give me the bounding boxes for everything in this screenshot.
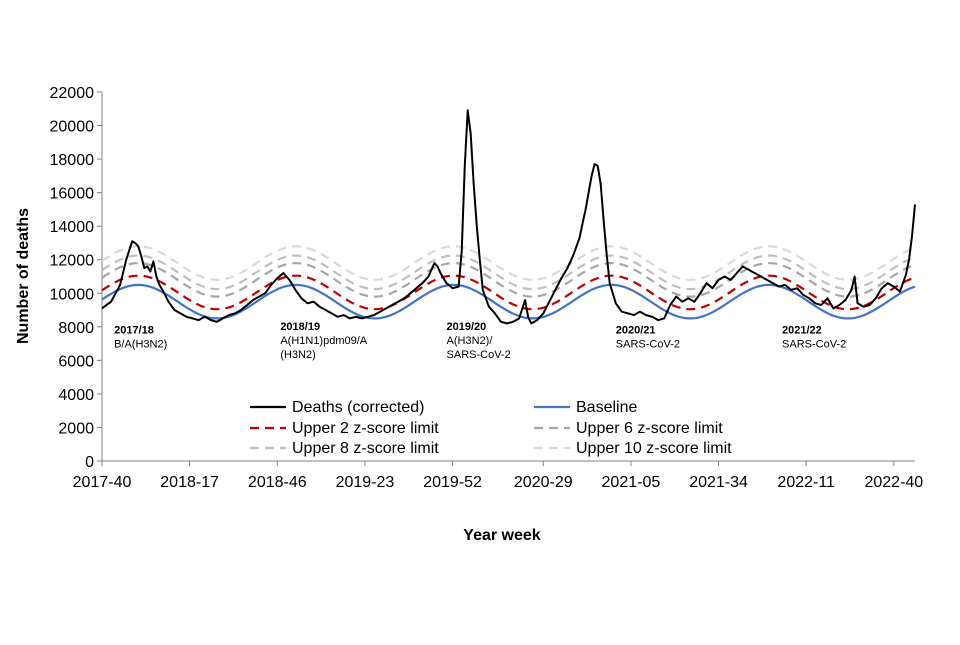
strain-label: (H3N2) [280,349,315,361]
x-tick-label: 2018-46 [248,474,307,491]
strain-label: SARS-CoV-2 [782,339,846,351]
y-tick-label: 4000 [58,387,94,404]
y-tick-label: 10000 [50,286,95,303]
season-label: 2017/18 [114,325,154,337]
strain-label: A(H1N1)pdm09/A [280,335,367,347]
y-axis: 0 2000 4000 6000 8000 10000 12000 14000 16000 180… [50,85,103,471]
y-tick-label: 18000 [50,152,95,169]
y-tick-label: 16000 [50,186,95,203]
legend-label: Baseline [576,399,637,416]
series-layer [101,109,916,325]
annotation-layer: 2017/18 B/A(H3N2) 2018/19 A(H1N1)pdm09/A (H3… [114,321,846,361]
season-annotation: 2021/22 SARS-CoV-2 [782,325,846,351]
strain-label: A(H3N2)/ [447,335,494,347]
x-tick-label: 2021-34 [689,474,748,491]
y-axis-title: Number of deaths [15,208,32,344]
y-tick-label: 22000 [50,85,95,102]
y-tick-label: 0 [85,454,94,471]
x-tick-label: 2022-40 [864,474,923,491]
season-annotation: 2020/21 SARS-CoV-2 [616,325,680,351]
legend-item-z8: Upper 8 z-score limit [250,440,439,457]
legend: Deaths (corrected) Baseline Upper 2 z-scor… [250,399,732,457]
legend-label: Deaths (corrected) [292,399,425,416]
legend-label: Upper 6 z-score limit [576,420,723,437]
x-tick-label: 2018-17 [160,474,219,491]
strain-label: SARS-CoV-2 [616,339,680,351]
legend-label: Upper 8 z-score limit [292,440,439,457]
season-annotation: 2018/19 A(H1N1)pdm09/A (H3N2) [280,321,367,361]
x-tick-label: 2019-52 [423,474,482,491]
y-tick-label: 6000 [58,353,94,370]
legend-label: Upper 2 z-score limit [292,420,439,437]
x-tick-label: 2020-29 [514,474,573,491]
season-annotation: 2017/18 B/A(H3N2) [114,325,167,351]
season-label: 2020/21 [616,325,656,337]
y-tick-label: 14000 [50,219,95,236]
x-axis: 2017-40 2018-17 2018-46 2019-23 2019-52 2020-… [73,460,923,491]
y-tick-label: 2000 [58,420,94,437]
x-tick-label: 2017-40 [73,474,132,491]
x-tick-label: 2019-23 [336,474,395,491]
legend-label: Upper 10 z-score limit [576,440,732,457]
y-tick-label: 20000 [50,119,95,136]
y-tick-label: 12000 [50,253,95,270]
legend-item-baseline: Baseline [534,399,637,416]
legend-item-deaths: Deaths (corrected) [250,399,425,416]
series-line-deaths [101,109,916,325]
x-tick-label: 2022-11 [777,474,835,491]
season-annotation: 2019/20 A(H3N2)/ SARS-CoV-2 [447,321,511,361]
season-label: 2019/20 [447,321,487,333]
season-label: 2021/22 [782,325,822,337]
y-tick-label: 8000 [58,320,94,337]
legend-item-z6: Upper 6 z-score limit [534,420,723,437]
x-tick-label: 2021-05 [602,474,661,491]
legend-item-z10: Upper 10 z-score limit [534,440,732,457]
legend-item-z2: Upper 2 z-score limit [250,420,439,437]
series-line-z10 [101,245,916,281]
strain-label: SARS-CoV-2 [447,349,511,361]
season-label: 2018/19 [280,321,320,333]
strain-label: B/A(H3N2) [114,339,167,351]
series-line-z8 [101,254,916,291]
x-axis-title: Year week [463,527,541,544]
